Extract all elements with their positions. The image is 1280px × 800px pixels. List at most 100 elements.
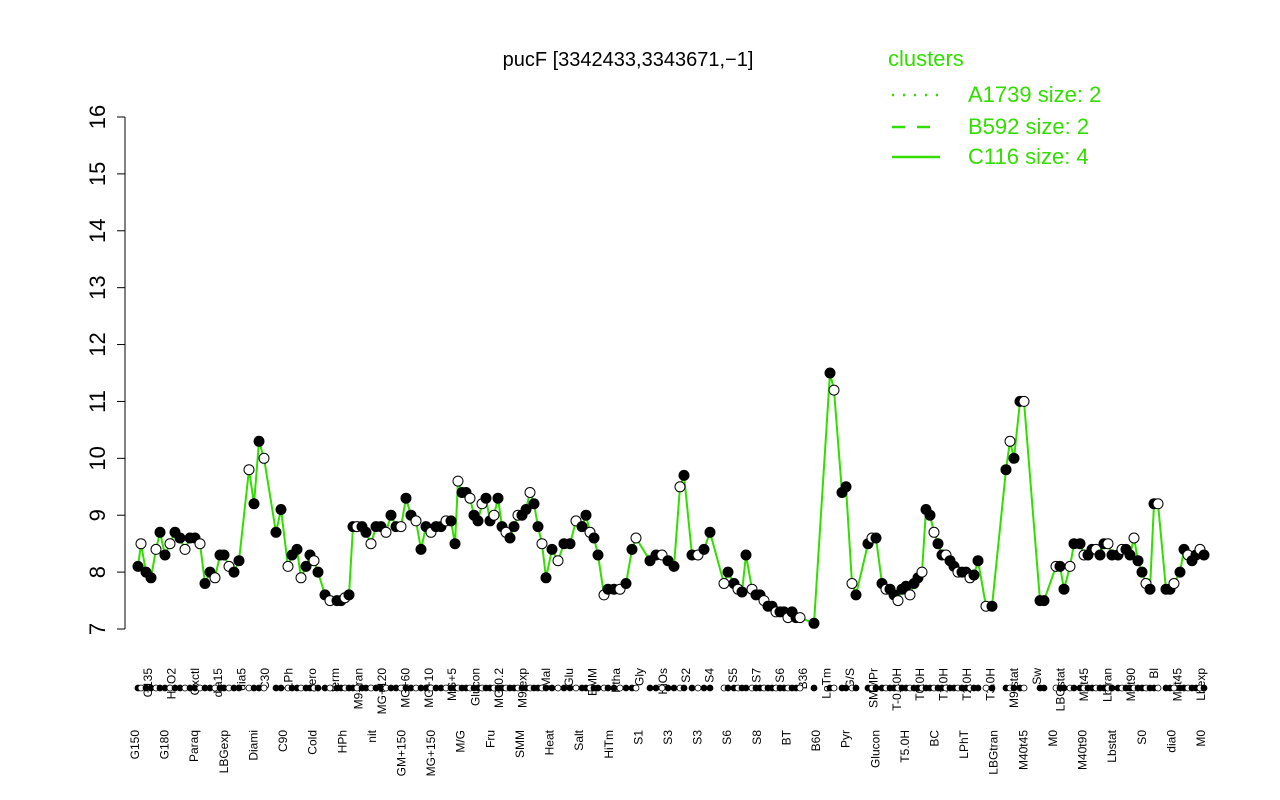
- data-point: [275, 504, 287, 515]
- data-point: [588, 532, 600, 544]
- legend-title: clusters: [888, 46, 964, 71]
- data-point: [1058, 583, 1070, 595]
- data-point: [630, 532, 642, 544]
- x-tick-label: S3: [661, 730, 675, 745]
- rug-mark: [830, 684, 838, 692]
- x-tick-label: C30: [258, 668, 272, 690]
- data-point: [546, 543, 558, 555]
- rug-mark: [1040, 684, 1048, 692]
- y-tick-label: 10: [85, 446, 110, 470]
- data-point: [145, 572, 157, 584]
- data-point: [668, 560, 680, 572]
- rug-mark: [680, 684, 688, 692]
- x-tick-label: LoTm: [820, 668, 834, 699]
- rug-mark: [658, 684, 666, 692]
- x-tick-label: C90: [276, 730, 290, 752]
- data-point: [552, 555, 564, 567]
- y-tick-label: 9: [85, 509, 110, 521]
- x-tick-label: S8: [750, 730, 764, 745]
- data-point: [415, 543, 427, 555]
- y-tick-label: 8: [85, 566, 110, 578]
- data-point: [449, 538, 461, 550]
- rug-mark: [610, 684, 618, 692]
- data-point: [312, 566, 324, 578]
- data-point: [1000, 464, 1012, 476]
- x-tick-label: Cold: [306, 730, 320, 755]
- x-tick-label: G/S: [843, 668, 857, 689]
- data-point: [828, 384, 840, 396]
- data-point: [846, 578, 858, 589]
- rug-mark: [1108, 684, 1116, 692]
- data-point: [932, 538, 944, 550]
- x-tick-label: BC: [928, 730, 942, 747]
- data-point: [228, 566, 240, 578]
- x-tick-label: S7: [749, 668, 763, 683]
- data-point: [385, 509, 397, 521]
- legend-entry-b592: B592 size: 2: [968, 114, 1089, 139]
- data-point: [135, 538, 147, 550]
- x-tick-label: HPh: [335, 730, 349, 753]
- x-tick-label: LPhT: [957, 729, 971, 758]
- y-axis: 7 8 9 10 11 12 13 14 15 16: [85, 105, 126, 635]
- rug-mark: [1020, 684, 1028, 692]
- data-point: [520, 504, 532, 515]
- x-tick-label: Sw: [1030, 668, 1044, 685]
- rug-mark: [694, 684, 702, 692]
- data-point: [1136, 566, 1148, 578]
- rug-mark: [235, 684, 243, 692]
- x-tick-label: S6: [720, 730, 734, 745]
- data-point: [722, 566, 734, 578]
- y-tick-label: 16: [85, 105, 110, 129]
- x-tick-label: T0.0H: [913, 668, 927, 701]
- x-tick-label: Pyr: [839, 730, 853, 748]
- x-tick-label: Lbexp: [1194, 668, 1208, 701]
- data-point: [824, 367, 836, 379]
- data-point: [508, 521, 520, 533]
- rug-mark: [622, 684, 630, 692]
- rug-mark: [796, 684, 804, 692]
- data-point: [916, 566, 928, 578]
- data-point: [380, 526, 392, 538]
- x-tick-label: Gly: [632, 668, 646, 686]
- data-point: [360, 526, 372, 538]
- data-point: [1038, 595, 1050, 607]
- x-tick-label: M0t45: [1171, 668, 1185, 702]
- data-point: [1128, 532, 1140, 544]
- data-point: [209, 572, 221, 584]
- data-point: [179, 543, 191, 555]
- rug-mark: [706, 684, 714, 692]
- x-tick-label: S1: [631, 730, 645, 745]
- rug-mark: [632, 684, 640, 692]
- data-point: [1064, 560, 1076, 572]
- data-point: [592, 549, 604, 561]
- legend: clusters A1739 size: 2 B592 size: 2 C116…: [888, 46, 1101, 169]
- legend-entry-c116: C116 size: 4: [968, 144, 1089, 169]
- x-tick-label: S2: [679, 668, 693, 683]
- data-point: [295, 572, 307, 584]
- rug-mark: [594, 684, 602, 692]
- y-tick-label: 15: [85, 162, 110, 186]
- x-tick-label: Heat: [543, 729, 557, 755]
- rug-mark: [314, 684, 322, 692]
- x-tick-label: M40t90: [1076, 730, 1090, 770]
- data-point: [258, 452, 270, 464]
- data-point: [218, 549, 230, 561]
- rug-mark: [988, 684, 996, 692]
- data-point: [850, 589, 862, 601]
- data-point: [395, 521, 407, 533]
- rug-mark: [542, 684, 550, 692]
- rug-mark: [646, 684, 654, 692]
- data-point: [904, 589, 916, 601]
- rug-mark: [982, 684, 990, 692]
- legend-entry-a1739: A1739 size: 2: [968, 82, 1101, 107]
- data-point: [253, 435, 265, 447]
- x-tick-label: Glu: [562, 668, 576, 687]
- data-point: [1174, 566, 1186, 578]
- data-point: [504, 532, 516, 544]
- data-point: [928, 526, 940, 538]
- data-point: [194, 538, 206, 550]
- data-point: [1074, 538, 1086, 550]
- data-point: [243, 464, 255, 476]
- data-point: [794, 612, 806, 624]
- y-tick-label: 14: [85, 219, 110, 243]
